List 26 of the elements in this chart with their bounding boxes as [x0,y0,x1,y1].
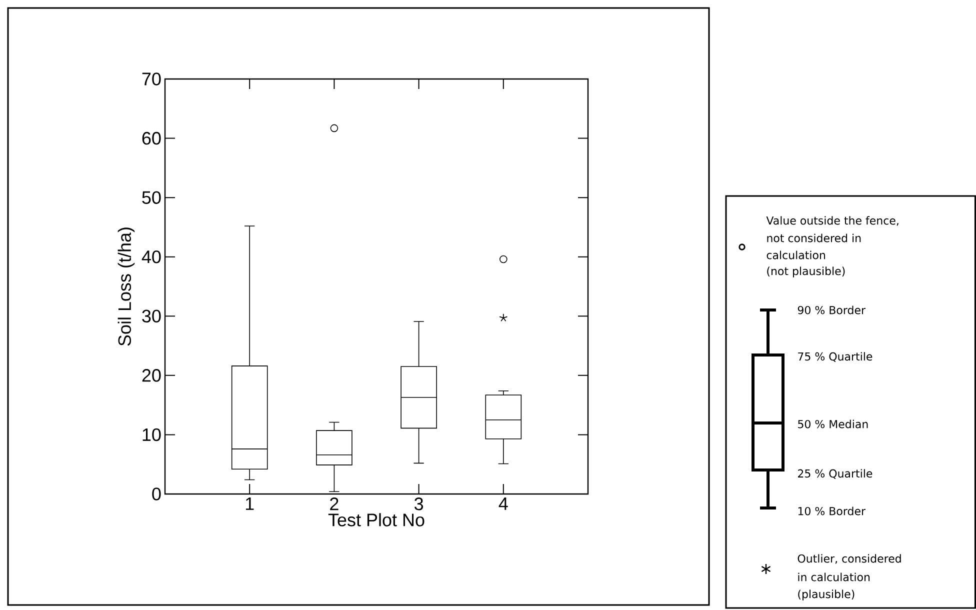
y-tick-label: 0 [152,488,161,500]
y-tick-label: 20 [142,369,161,382]
y-tick-label: 10 [142,428,161,442]
text: 90 % Border [798,306,866,314]
y-tick-label: 50 [142,191,161,204]
text: Outlier, considered [798,554,901,564]
x-tick-label: 3 [414,498,424,510]
y-axis-title: Soil Loss (t/ha) [118,228,135,346]
y-tick-label: 60 [142,132,161,145]
text: (plausible) [798,590,854,600]
x-tick-label: 4 [498,498,508,510]
text: in calculation [798,572,870,582]
x-axis-title: Test Plot No [328,513,424,526]
text: (not plausible) [767,266,845,278]
text: 75 % Quartile [798,352,872,362]
text: calculation [766,250,826,260]
text: Value outside the fence, [766,216,898,226]
y-tick-label: 70 [142,72,161,86]
text: 25 % Quartile [798,469,872,479]
text: 50 % Median [798,420,868,428]
text: not considered in [767,234,861,242]
y-tick-label: 40 [142,250,161,264]
x-tick-label: 1 [246,498,254,510]
x-tick-label: 2 [330,498,338,510]
text: 10 % Border [798,506,866,516]
y-tick-label: 30 [142,310,161,323]
